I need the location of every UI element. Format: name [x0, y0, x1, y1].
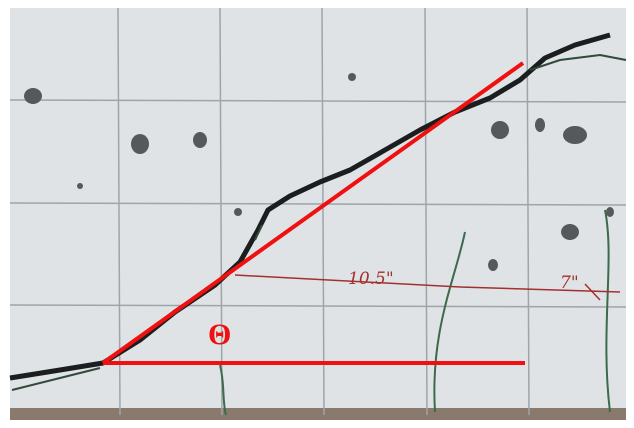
- measurement-label: 7": [560, 273, 579, 293]
- pore: [488, 259, 498, 271]
- pore: [77, 183, 83, 189]
- pore: [348, 73, 356, 81]
- measurement-label: 10.5": [348, 269, 394, 289]
- pore: [563, 126, 587, 144]
- pore: [606, 207, 614, 217]
- pore: [193, 132, 207, 148]
- page: 10.5" 7" Θ (() => { const data = JSON.pa…: [0, 0, 634, 428]
- photo: 10.5" 7" Θ: [0, 0, 634, 428]
- wall-base: [10, 408, 626, 420]
- pore: [491, 121, 509, 139]
- pore: [131, 134, 149, 154]
- pore: [24, 88, 42, 104]
- pore: [535, 118, 545, 132]
- pore: [561, 224, 579, 240]
- pore: [234, 208, 242, 216]
- angle-label: Θ: [208, 318, 231, 351]
